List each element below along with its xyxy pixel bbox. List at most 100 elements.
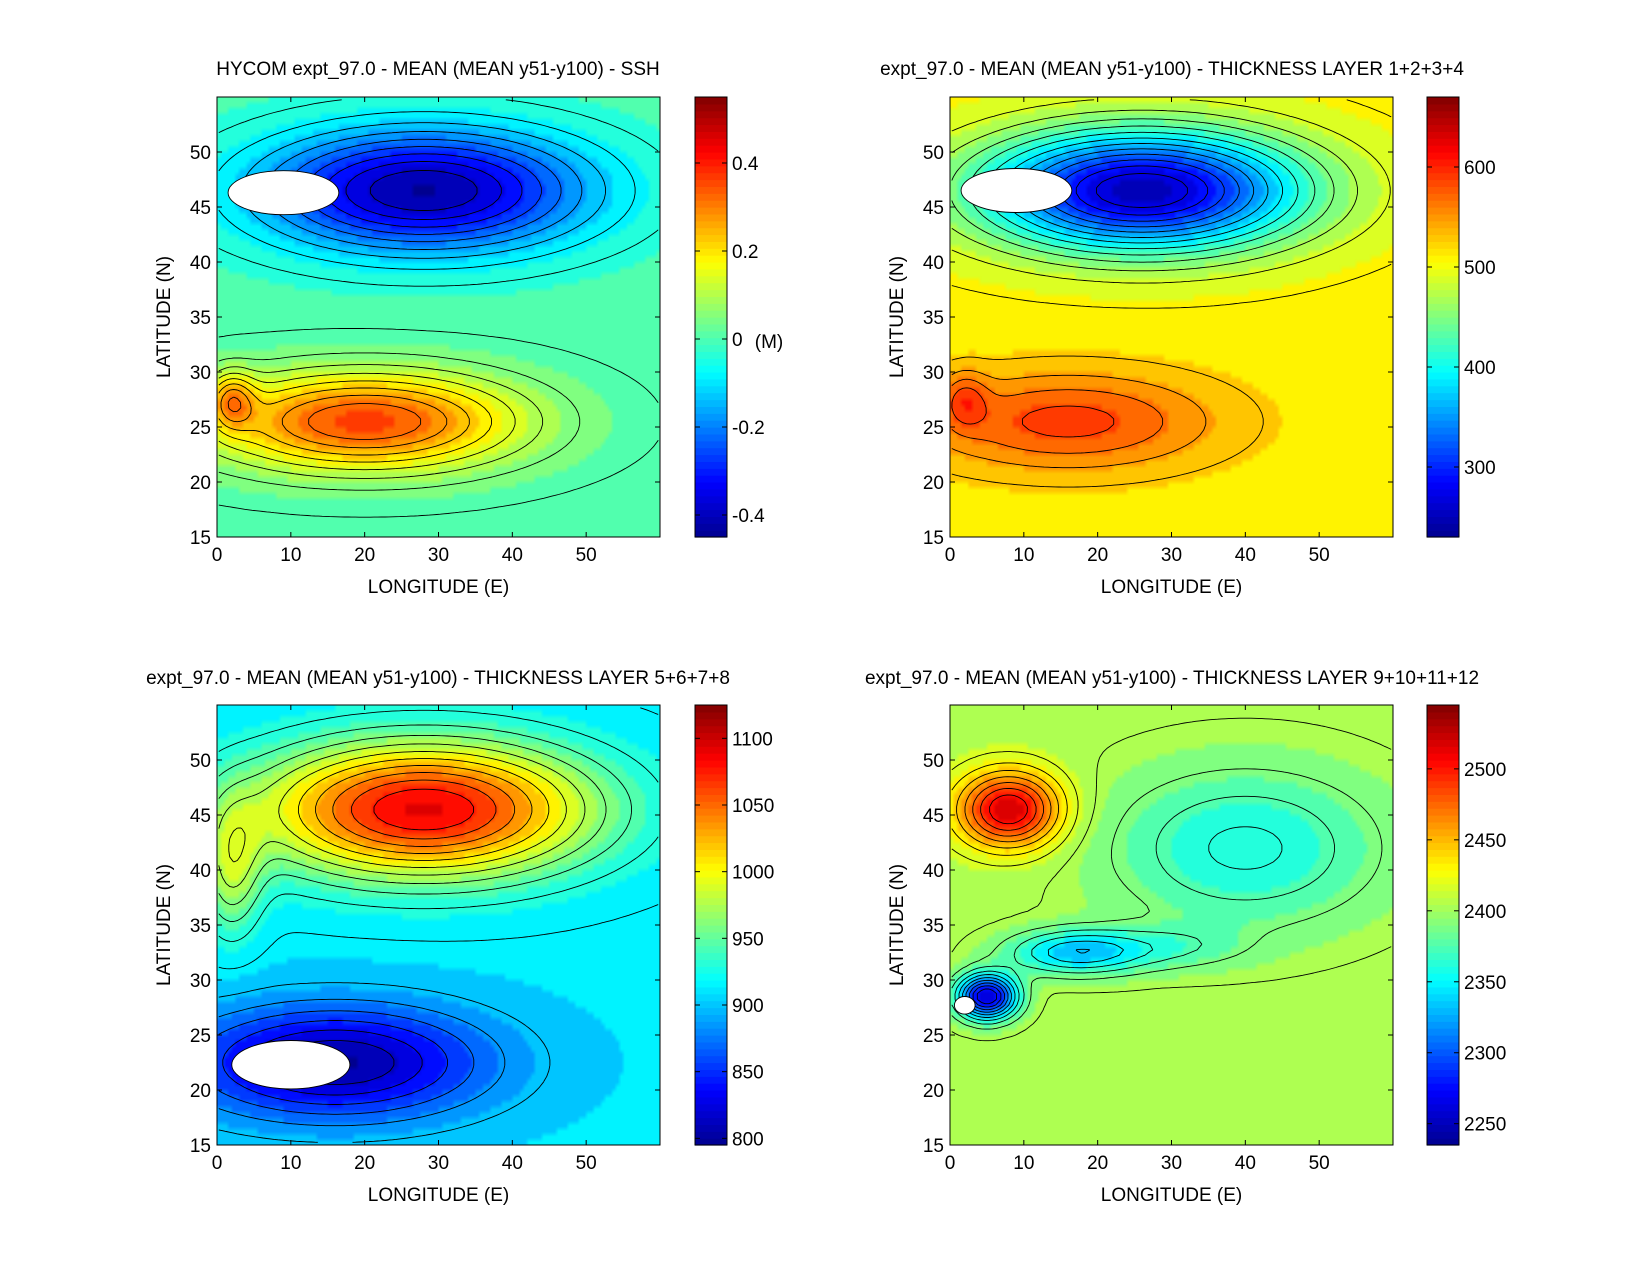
colorbar-swatch [695,193,727,201]
colorbar-swatch [695,323,727,332]
colorbar-swatch [695,1096,727,1105]
x-tick-label: 20 [1087,545,1108,566]
colorbar-swatch [695,918,727,926]
colorbar-frame [694,704,728,1146]
colorbar-swatch [1427,372,1459,380]
x-axis-label: LONGITUDE (E) [368,1185,509,1206]
colorbar-swatch [1427,193,1459,201]
contour-line [218,724,632,922]
colorbar-swatch [695,248,727,256]
x-tick-label: 30 [428,1153,449,1174]
y-tick-label: 50 [923,143,944,164]
colorbar-swatch [1427,165,1459,174]
x-tick-label: 10 [1013,545,1034,566]
colorbar-swatch [1427,849,1459,857]
colorbar-swatch [1427,1131,1459,1139]
colorbar-swatch [695,427,727,435]
colorbar-swatch [695,207,727,215]
colorbar-swatch [695,399,727,407]
colorbar: 300 400 500 600 [1426,96,1496,538]
colorbar-swatch [1427,213,1459,222]
colorbar-swatch [1427,780,1459,789]
contour-line [351,779,497,840]
colorbar-swatch [1427,262,1459,270]
contour-lines [951,717,1392,1042]
colorbar-swatch [1427,447,1459,456]
colorbar-swatch [695,447,727,456]
colorbar-swatch [695,780,727,789]
y-tick-label: 20 [923,1081,944,1102]
colorbar-swatch [695,138,727,146]
contour-line [297,758,550,861]
colorbar-swatch [1427,980,1459,988]
y-tick-label: 30 [923,363,944,384]
colorbar-swatch [1427,413,1459,421]
colorbar-swatch [1427,1138,1459,1146]
contour-lines [218,707,659,1143]
contour-line [218,383,470,456]
colorbar-swatch [1427,794,1459,802]
colorbar-tick-label: 300 [1464,458,1496,479]
colorbar-swatch [695,468,727,476]
contour-line [325,153,523,228]
colorbar-swatch [695,931,727,940]
colorbar-swatch [1427,103,1459,112]
colorbar-swatch [695,1014,727,1022]
colorbar-swatch [695,1117,727,1125]
colorbar-swatch [695,739,727,747]
colorbar-swatch [695,828,727,837]
x-tick-label: 20 [354,1153,375,1174]
colorbar-swatch [695,1124,727,1132]
colorbar-tick-label: 0.4 [732,154,759,175]
colorbar-swatch [1427,911,1459,919]
colorbar-tick-label: 0 [732,330,743,351]
y-tick-label: 50 [190,143,211,164]
contour-line [218,99,659,287]
contour-line [964,776,1052,843]
colorbar-swatch [1427,959,1459,967]
colorbar-swatch [695,372,727,380]
subplot-3: expt_97.0 - MEAN (MEAN y51-y100) - THICK… [146,668,774,1206]
x-tick-label: 10 [280,1153,301,1174]
colorbar-swatch [695,454,727,462]
colorbar-swatch [695,186,727,194]
colorbar-swatch [1427,303,1459,311]
colorbar-swatch [1427,938,1459,947]
colorbar-swatch [1427,317,1459,325]
colorbar-swatch [695,509,727,517]
colorbar-swatch [695,482,727,490]
colorbar-swatch [1427,1014,1459,1022]
colorbar-swatch [695,145,727,153]
colorbar-tick-label: 600 [1464,158,1496,179]
colorbar-swatch [1427,815,1459,823]
y-tick-label: 40 [190,253,211,274]
colorbar-swatch [1427,821,1459,830]
colorbar-tick-label: 1000 [732,863,774,884]
colorbar-tick-label: 800 [732,1129,764,1150]
colorbar-swatch [695,110,727,119]
colorbar-swatch [1427,1021,1459,1029]
colorbar-swatch [695,952,727,960]
colorbar-swatch [695,787,727,795]
colorbar-swatch [1427,179,1459,187]
y-tick-label: 50 [190,751,211,772]
colorbar-swatch [695,516,727,524]
y-tick-label: 20 [190,473,211,494]
colorbar-swatch [1427,1048,1459,1057]
masked-region [227,170,340,216]
y-tick-label: 35 [923,916,944,937]
colorbar-swatch [1427,1090,1459,1098]
colorbar-swatch [695,289,727,297]
colorbar-swatch [695,268,727,277]
colorbar-swatch [1427,993,1459,1002]
contour-line [951,109,1358,272]
colorbar-swatch [1427,904,1459,912]
y-tick-label: 40 [923,861,944,882]
contour-line [951,762,1068,856]
colorbar-swatch [695,863,727,871]
colorbar-swatch [695,1110,727,1119]
plot-title: expt_97.0 - MEAN (MEAN y51-y100) - THICK… [146,668,730,689]
colorbar-swatch [1427,835,1459,844]
colorbar-swatch [695,103,727,112]
